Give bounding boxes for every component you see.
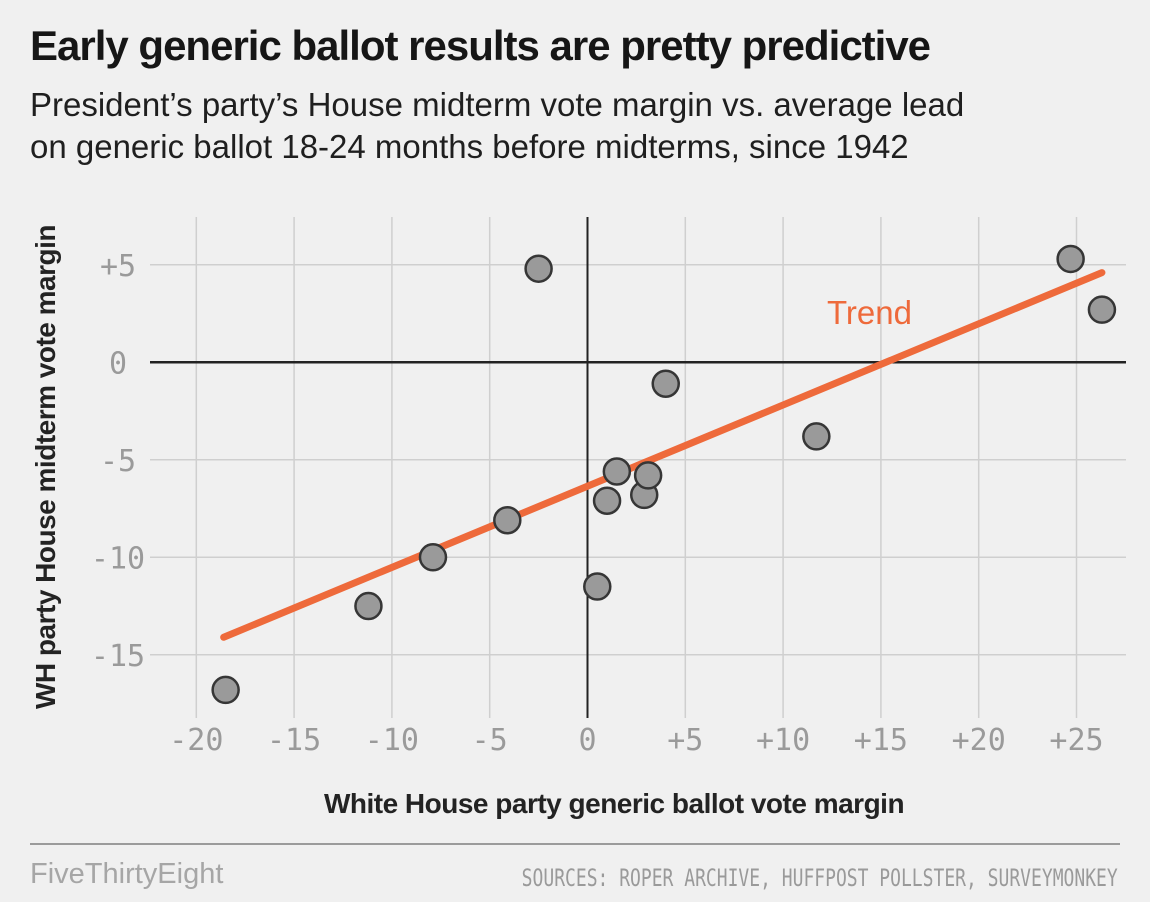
x-axis-label: White House party generic ballot vote ma… [323,788,905,819]
y-tick-label: -5 [100,444,136,479]
page-title: Early generic ballot results are pretty … [30,22,931,69]
subtitle-line-1: President’s party’s House midterm vote m… [30,86,965,123]
data-point [802,422,831,451]
data-point [633,461,663,490]
y-tick-label: -15 [91,639,145,674]
data-point [354,591,383,621]
footer-divider [30,843,1120,845]
x-tick-label: -5 [472,723,508,758]
y-tick-label: 0 [109,346,127,381]
y-tick-label: +5 [100,249,136,284]
data-point [651,369,680,398]
trend-line-label: Trend [827,294,912,331]
x-tick-label: +5 [667,723,703,758]
data-point [592,486,622,515]
subtitle-line-2: on generic ballot 18-24 months before mi… [30,128,909,165]
x-tick-label: +15 [854,723,908,758]
x-tick-label: -10 [365,723,419,758]
y-tick-label: -10 [91,541,145,576]
y-axis-label: WH party House midterm vote margin [30,225,61,709]
data-point [493,506,522,535]
data-point [1056,244,1085,274]
x-tick-label: -15 [267,723,321,758]
x-tick-label: 0 [578,723,596,758]
data-point [418,543,448,572]
x-tick-label: -20 [169,723,223,758]
data-point [211,675,240,705]
sources-credit: SOURCES: ROPER ARCHIVE, HUFFPOST POLLSTE… [521,864,1118,892]
x-tick-label: +10 [756,723,810,758]
data-point [583,572,612,601]
trend-line [220,269,1106,641]
data-point [602,457,632,486]
data-point [1087,295,1117,324]
page-subtitle: President’s party’s House midterm vote m… [30,84,964,168]
x-tick-label: +25 [1049,723,1103,758]
data-point [524,254,553,283]
brand-wordmark: FiveThirtyEight [30,858,224,890]
x-tick-label: +20 [952,723,1006,758]
